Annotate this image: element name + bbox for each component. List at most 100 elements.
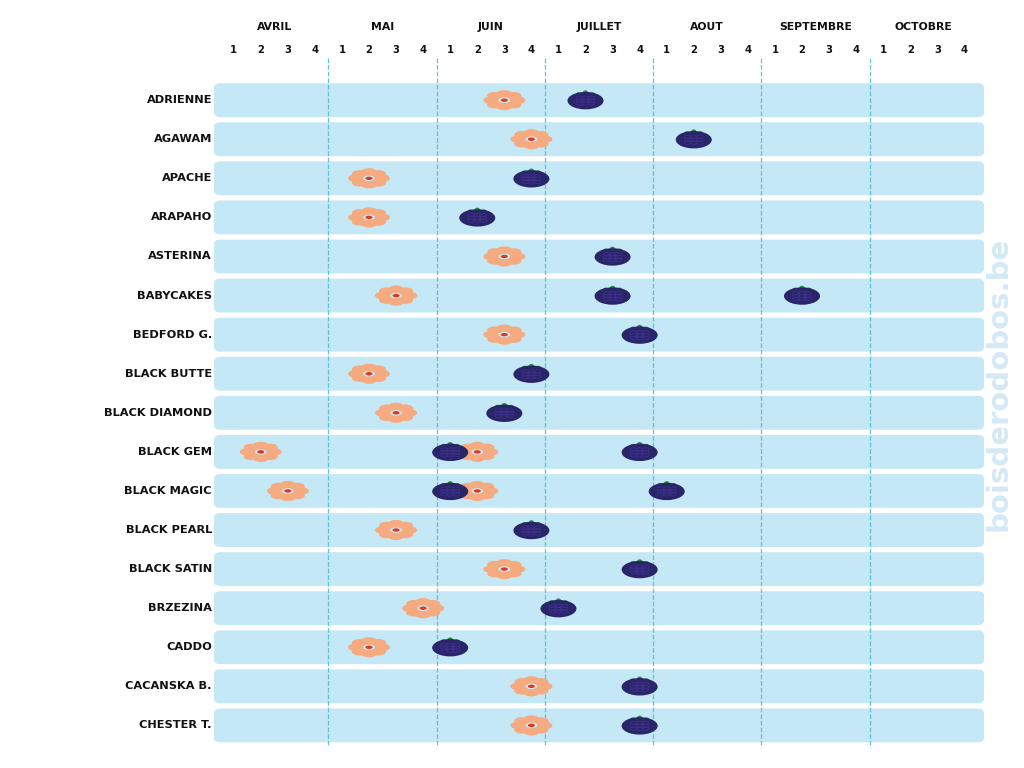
Text: ARAPAHO: ARAPAHO [151,213,212,223]
Ellipse shape [501,333,508,336]
Ellipse shape [371,648,386,656]
Text: SEPTEMBRE: SEPTEMBRE [779,22,852,32]
Ellipse shape [285,489,291,492]
Ellipse shape [528,364,535,369]
Ellipse shape [474,489,480,492]
Text: 2: 2 [799,45,806,55]
Ellipse shape [352,170,368,177]
Ellipse shape [506,92,521,99]
Ellipse shape [483,565,499,573]
Ellipse shape [513,366,550,383]
Ellipse shape [348,644,364,651]
Ellipse shape [348,214,364,221]
Ellipse shape [371,179,386,187]
Text: 3: 3 [718,45,724,55]
Ellipse shape [253,442,268,449]
Text: 4: 4 [311,45,318,55]
Ellipse shape [375,370,390,377]
Ellipse shape [401,526,417,534]
Ellipse shape [537,683,552,690]
Ellipse shape [513,170,550,187]
Ellipse shape [595,287,631,305]
Ellipse shape [510,97,525,104]
Text: BRZEZINA: BRZEZINA [148,603,212,613]
Ellipse shape [510,253,525,260]
Ellipse shape [590,92,596,98]
Ellipse shape [352,179,368,187]
Ellipse shape [534,727,549,733]
Text: 3: 3 [825,45,833,55]
Ellipse shape [648,483,685,500]
FancyBboxPatch shape [214,83,984,117]
FancyBboxPatch shape [214,474,984,508]
Ellipse shape [523,728,539,736]
Ellipse shape [497,325,512,332]
Ellipse shape [361,376,377,384]
Ellipse shape [397,521,414,529]
Ellipse shape [513,521,550,539]
FancyBboxPatch shape [214,318,984,352]
Ellipse shape [375,174,390,182]
Ellipse shape [514,687,529,694]
Text: 3: 3 [392,45,399,55]
Ellipse shape [534,687,549,694]
Text: 2: 2 [257,45,264,55]
Ellipse shape [528,684,535,688]
Ellipse shape [487,248,503,256]
Text: BLACK MAGIC: BLACK MAGIC [125,486,212,496]
Text: AVRIL: AVRIL [257,22,292,32]
Ellipse shape [630,561,636,566]
Ellipse shape [486,405,522,422]
FancyBboxPatch shape [214,631,984,664]
Ellipse shape [371,209,386,217]
Ellipse shape [497,247,512,254]
FancyBboxPatch shape [214,161,984,195]
Ellipse shape [495,405,500,410]
Ellipse shape [510,683,526,690]
FancyBboxPatch shape [214,279,984,313]
Text: 1: 1 [230,45,238,55]
Ellipse shape [388,520,403,528]
Ellipse shape [379,521,394,529]
Ellipse shape [622,326,657,344]
Ellipse shape [402,604,418,612]
Ellipse shape [361,650,377,657]
Ellipse shape [361,207,377,215]
Ellipse shape [397,287,414,295]
Ellipse shape [644,444,650,449]
Ellipse shape [455,444,461,449]
Ellipse shape [459,209,496,227]
Ellipse shape [487,570,503,578]
Ellipse shape [375,526,390,534]
Ellipse shape [497,103,512,111]
Ellipse shape [457,449,472,455]
Ellipse shape [806,287,812,293]
Ellipse shape [379,296,394,304]
FancyBboxPatch shape [214,552,984,586]
Ellipse shape [397,405,414,412]
Text: CACANSKA B.: CACANSKA B. [126,681,212,691]
Ellipse shape [375,214,390,221]
Ellipse shape [536,366,542,371]
Ellipse shape [510,331,525,339]
Ellipse shape [290,492,305,499]
Ellipse shape [671,483,677,488]
Text: 1: 1 [446,45,454,55]
Ellipse shape [406,600,422,607]
Ellipse shape [440,639,446,644]
Text: BABYCAKES: BABYCAKES [137,290,212,300]
Ellipse shape [352,209,368,217]
Ellipse shape [447,442,453,448]
Ellipse shape [479,444,495,451]
FancyBboxPatch shape [214,513,984,547]
Ellipse shape [392,528,399,531]
FancyBboxPatch shape [214,240,984,273]
Ellipse shape [521,366,527,371]
Ellipse shape [784,287,820,305]
FancyBboxPatch shape [214,396,984,430]
Ellipse shape [630,678,636,684]
Text: BLACK SATIN: BLACK SATIN [129,564,212,574]
Ellipse shape [366,177,373,180]
Ellipse shape [548,600,554,605]
Ellipse shape [637,716,642,721]
